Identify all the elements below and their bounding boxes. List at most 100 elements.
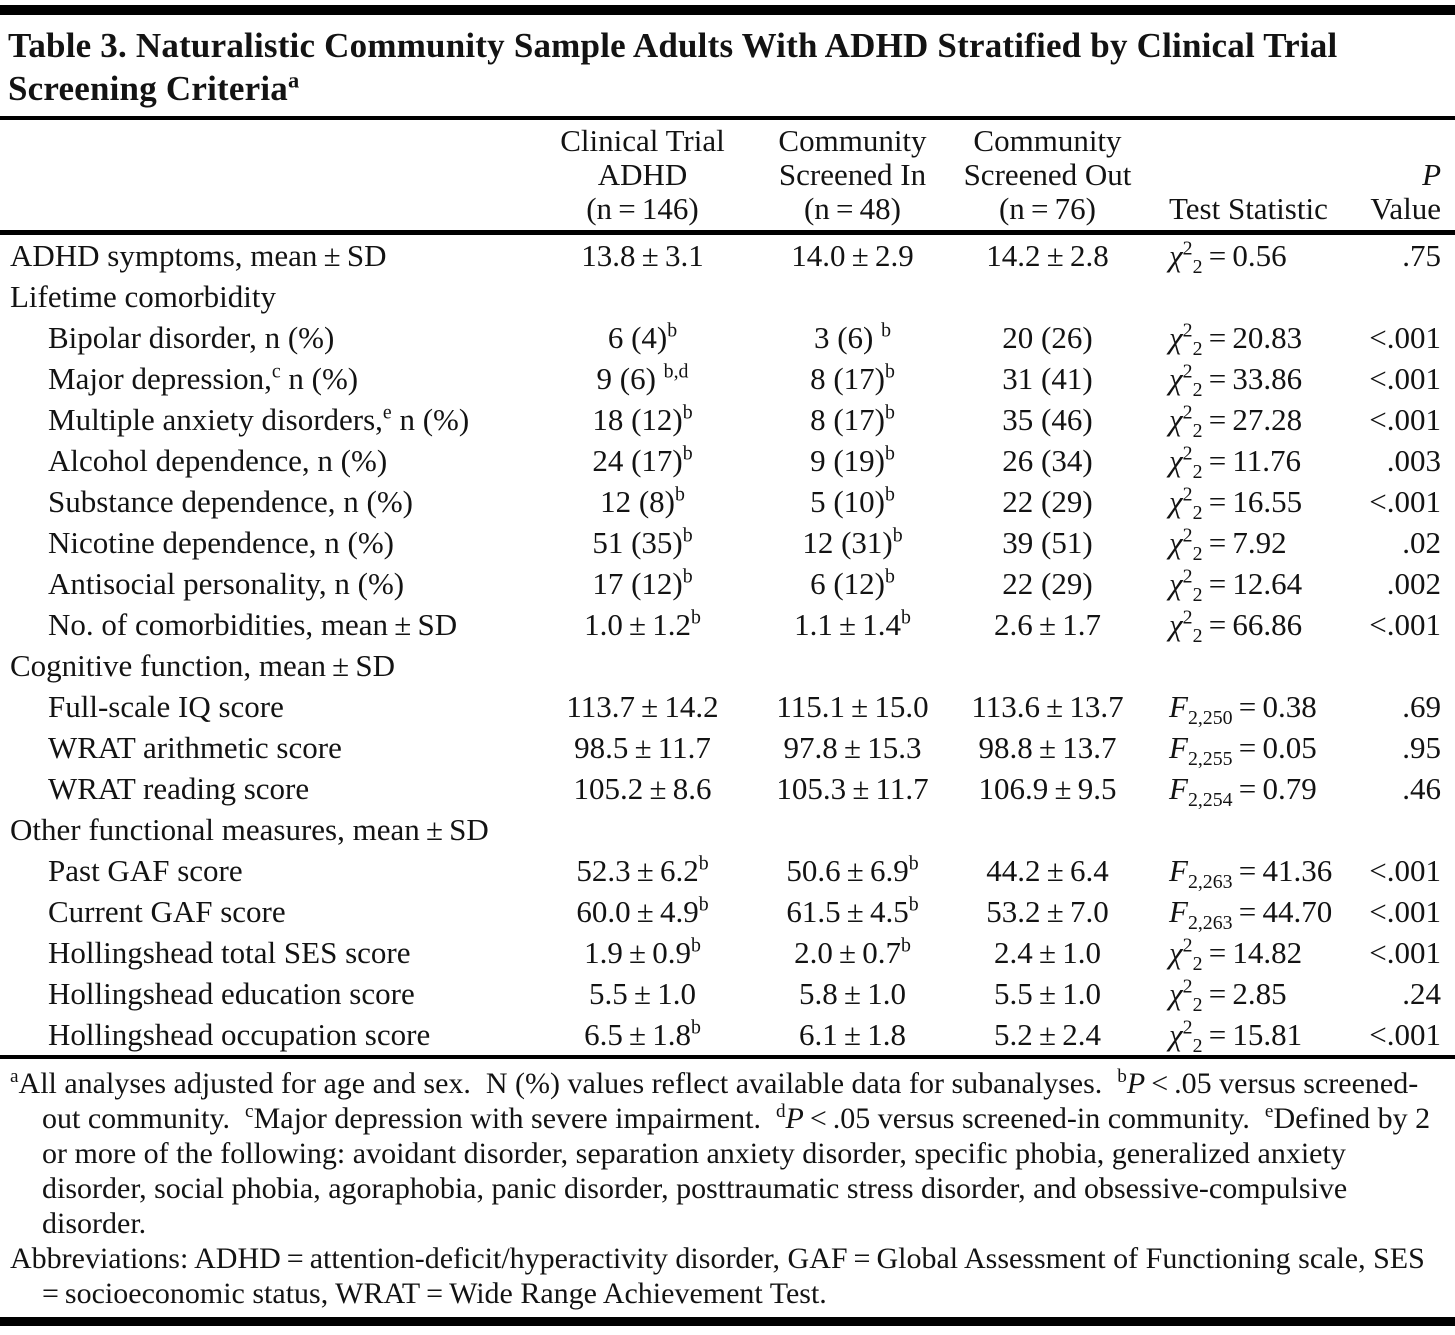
test-statistic-cell: F2,254 = 0.79 <box>1169 770 1317 811</box>
value-cell: 31 (41) <box>1002 360 1093 396</box>
column-header-line: Screened Out <box>963 157 1132 192</box>
value-cell: 106.9 ± 9.5 <box>978 770 1117 806</box>
stat-symbol: χ <box>1169 934 1183 970</box>
stat-value: 7.92 <box>1232 524 1287 560</box>
value-cell: 53.2 ± 7.0 <box>986 893 1109 929</box>
value-cell: 44.2 ± 6.4 <box>986 852 1109 888</box>
stat-subscript: 2 <box>1192 542 1203 565</box>
value-cell: 5.8 ± 1.0 <box>799 975 906 1011</box>
test-statistic-cell: χ22 = 16.55 <box>1169 483 1303 524</box>
section-row: Other functional measures, mean ± SD <box>0 809 1455 850</box>
test-statistic-cell: F2,263 = 44.70 <box>1169 893 1333 934</box>
stats-table: Clinical Trial ADHD (n = 146) Community Scre… <box>0 120 1455 1059</box>
value-cell: 18 (12)b <box>592 401 693 437</box>
p-value-cell: .95 <box>1402 729 1441 765</box>
value-cell: 8 (17)b <box>810 401 895 437</box>
value-cell: 6.1 ± 1.8 <box>799 1016 906 1052</box>
value-cell: 98.8 ± 13.7 <box>978 729 1117 765</box>
stat-symbol: F <box>1169 688 1188 724</box>
value-cell: 115.1 ± 15.0 <box>776 688 929 724</box>
stat-value: 0.79 <box>1262 770 1317 806</box>
stat-subscript: 2,255 <box>1187 747 1233 770</box>
stat-subscript: 2,263 <box>1187 911 1233 934</box>
section-label: Lifetime comorbidity <box>10 278 277 314</box>
stat-symbol: χ <box>1169 1016 1183 1052</box>
stat-superscript: 2 <box>1182 565 1193 588</box>
p-value-cell: <.001 <box>1369 319 1441 355</box>
stat-superscript: 2 <box>1182 319 1193 342</box>
column-header-test-statistic: Test Statistic <box>1135 120 1337 235</box>
column-header-line: Clinical Trial <box>560 123 725 158</box>
column-header-line: P <box>1422 157 1441 192</box>
test-statistic-cell: χ22 = 7.92 <box>1169 524 1287 565</box>
stat-value: 27.28 <box>1232 401 1303 437</box>
stat-symbol: χ <box>1169 483 1183 519</box>
stat-value: 16.55 <box>1232 483 1303 519</box>
table-row: Hollingshead occupation score 6.5 ± 1.8b 6… <box>0 1014 1455 1057</box>
value-cell: 6 (4)b <box>607 319 678 355</box>
test-statistic-cell: χ22 = 20.83 <box>1169 319 1303 360</box>
value-cell: 98.5 ± 11.7 <box>574 729 711 765</box>
value-cell: 24 (17)b <box>592 442 693 478</box>
stat-subscript: 2 <box>1192 501 1203 524</box>
stat-value: 0.56 <box>1232 237 1287 273</box>
stat-subscript: 2 <box>1192 583 1203 606</box>
test-statistic-cell: χ22 = 0.56 <box>1169 237 1287 278</box>
row-label: Multiple anxiety disorders,e n (%) <box>48 401 470 437</box>
p-value-cell: .02 <box>1402 524 1441 560</box>
stat-value: 2.85 <box>1232 975 1287 1011</box>
stat-symbol: χ <box>1169 360 1183 396</box>
p-value-cell: <.001 <box>1369 360 1441 396</box>
value-cell: 14.2 ± 2.8 <box>986 237 1109 273</box>
test-statistic-cell: χ22 = 15.81 <box>1169 1016 1303 1057</box>
table-row: Past GAF score 52.3 ± 6.2b 50.6 ± 6.9b 44.2… <box>0 850 1455 893</box>
table-row: Bipolar disorder, n (%) 6 (4)b 3 (6) b 20 (… <box>0 317 1455 360</box>
test-statistic-cell: χ22 = 27.28 <box>1169 401 1303 442</box>
title-separator-rule <box>0 116 1455 120</box>
value-cell: 113.7 ± 14.2 <box>566 688 719 724</box>
value-cell: 61.5 ± 4.5b <box>786 893 919 929</box>
stat-superscript: 2 <box>1182 442 1193 465</box>
top-border-rule <box>0 5 1455 15</box>
column-header-line: Screened In <box>778 157 927 192</box>
test-statistic-cell: χ22 = 66.86 <box>1169 606 1303 647</box>
value-cell: 3 (6) b <box>813 319 892 355</box>
stat-value: 11.76 <box>1232 442 1301 478</box>
table-row: Hollingshead education score 5.5 ± 1.0 5.8… <box>0 973 1455 1016</box>
column-header-line: (n = 76) <box>998 191 1097 226</box>
test-statistic-cell: χ22 = 2.85 <box>1169 975 1287 1016</box>
table-row: No. of comorbidities, mean ± SD 1.0 ± 1.2… <box>0 604 1455 647</box>
stat-superscript: 2 <box>1182 975 1193 998</box>
stat-value: 15.81 <box>1232 1016 1303 1052</box>
stat-superscript: 2 <box>1182 606 1193 629</box>
stat-value: 0.38 <box>1262 688 1317 724</box>
p-value-cell: .75 <box>1402 237 1441 273</box>
p-value-cell: <.001 <box>1369 606 1441 642</box>
test-statistic-cell: χ22 = 33.86 <box>1169 360 1303 401</box>
value-cell: 20 (26) <box>1002 319 1093 355</box>
stat-value: 44.70 <box>1262 893 1333 929</box>
table-row: Substance dependence, n (%) 12 (8)b 5 (10)… <box>0 481 1455 524</box>
stat-symbol: F <box>1169 770 1188 806</box>
p-value-cell: <.001 <box>1369 401 1441 437</box>
value-cell: 14.0 ± 2.9 <box>791 237 914 273</box>
row-label: Past GAF score <box>48 852 243 888</box>
value-cell: 5 (10)b <box>810 483 895 519</box>
value-cell: 17 (12)b <box>592 565 693 601</box>
stat-superscript: 2 <box>1182 483 1193 506</box>
row-label: ADHD symptoms, mean ± SD <box>10 237 387 273</box>
table-row: Hollingshead total SES score 1.9 ± 0.9b 2.… <box>0 932 1455 974</box>
row-label: Antisocial personality, n (%) <box>48 565 405 601</box>
column-header-line: Community <box>973 123 1122 158</box>
value-cell: 26 (34) <box>1002 442 1093 478</box>
value-cell: 9 (19)b <box>810 442 895 478</box>
test-statistic-cell: χ22 = 11.76 <box>1169 442 1301 483</box>
row-label: Full-scale IQ score <box>48 688 284 724</box>
row-label: Major depression,c n (%) <box>48 360 359 396</box>
table-row: Major depression,c n (%) 9 (6) b,d 8 (17)b… <box>0 358 1455 401</box>
stat-subscript: 2,263 <box>1187 870 1233 893</box>
stat-subscript: 2 <box>1192 624 1203 647</box>
value-cell: 22 (29) <box>1002 483 1093 519</box>
column-header-p-value: P Value <box>1337 120 1455 235</box>
table-header: Clinical Trial ADHD (n = 146) Community Scre… <box>0 120 1455 235</box>
